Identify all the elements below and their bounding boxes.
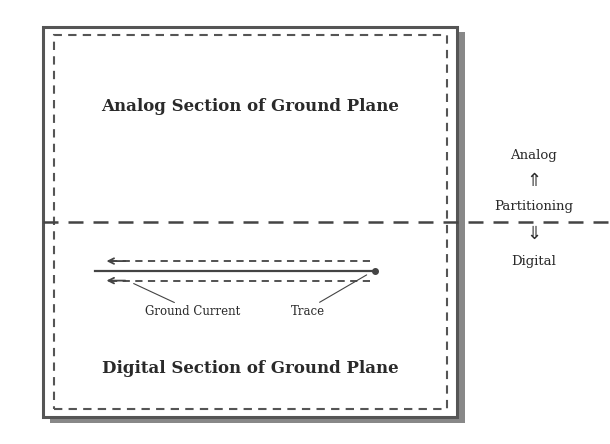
Text: Digital Section of Ground Plane: Digital Section of Ground Plane — [102, 360, 398, 377]
Text: Trace: Trace — [291, 305, 325, 318]
Bar — [54, 35, 447, 409]
Text: Partitioning: Partitioning — [494, 200, 573, 213]
Bar — [50, 32, 465, 423]
Bar — [43, 27, 457, 417]
Text: ⇓: ⇓ — [526, 225, 541, 243]
Text: ⇑: ⇑ — [526, 172, 541, 190]
Text: Analog: Analog — [511, 149, 557, 162]
Text: Analog Section of Ground Plane: Analog Section of Ground Plane — [101, 98, 399, 115]
Text: Ground Current: Ground Current — [145, 305, 240, 318]
Text: Digital: Digital — [511, 255, 556, 269]
